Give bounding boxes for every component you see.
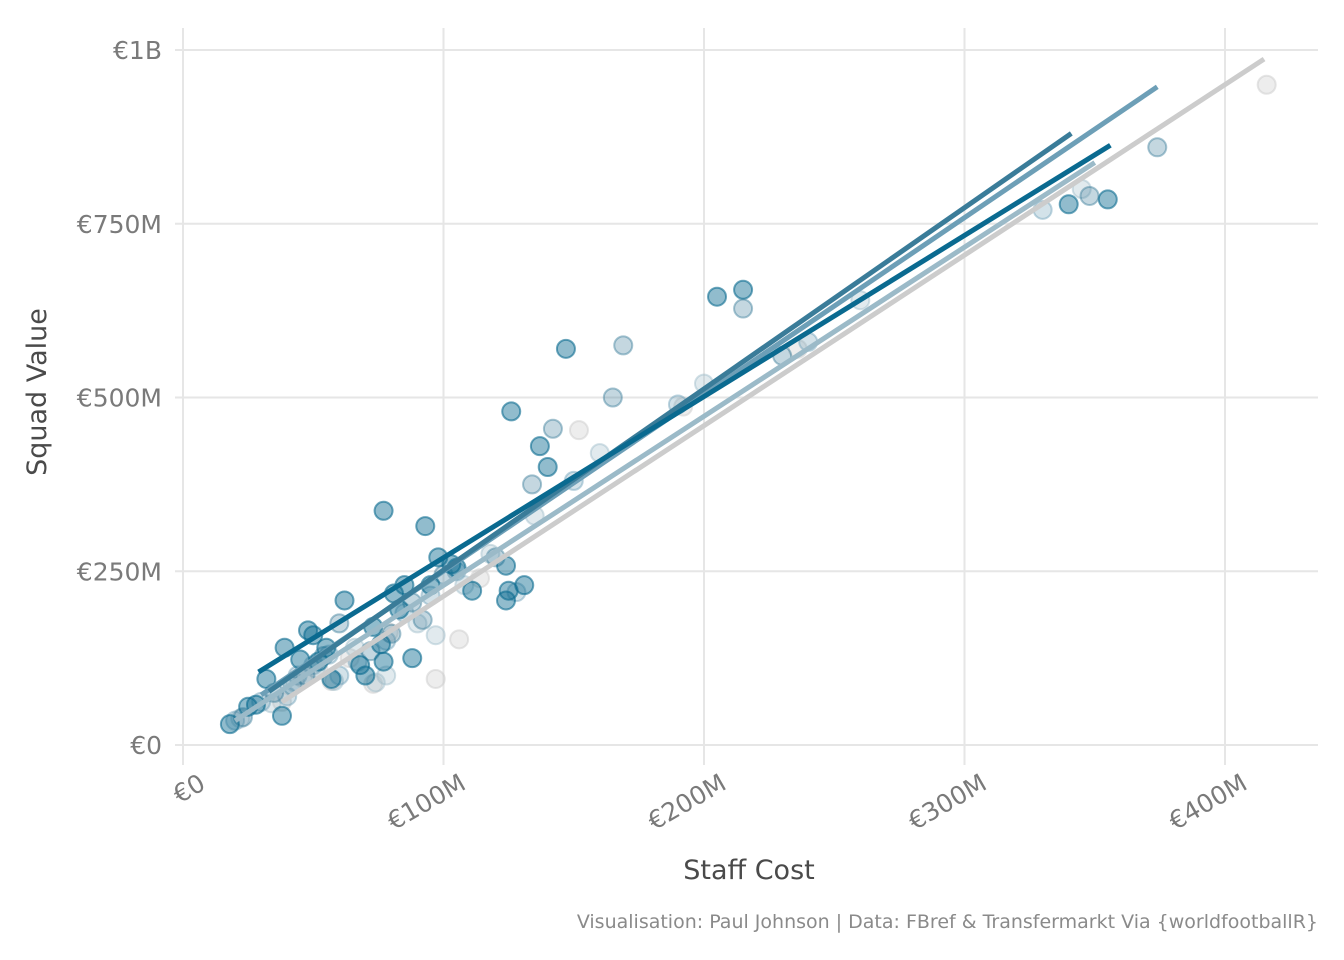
trend-line xyxy=(257,143,1112,675)
data-point xyxy=(219,714,240,735)
trend-line xyxy=(267,131,1073,694)
data-point xyxy=(355,665,376,686)
x-tick-label: €400M xyxy=(1164,768,1252,836)
data-point xyxy=(733,279,754,300)
trend-line xyxy=(233,160,1097,723)
y-axis-title: Squad Value xyxy=(22,308,53,476)
trend-lines xyxy=(233,56,1266,723)
data-point xyxy=(425,625,446,646)
data-point xyxy=(707,286,728,307)
data-point xyxy=(1079,185,1100,206)
data-point xyxy=(334,590,355,611)
y-tick-label: €0 xyxy=(130,731,162,760)
data-point xyxy=(365,672,386,693)
data-point xyxy=(568,420,589,441)
y-tick-label: €1B xyxy=(113,36,162,65)
data-points xyxy=(219,74,1277,735)
data-point xyxy=(602,387,623,408)
y-tick-label: €750M xyxy=(77,210,162,239)
data-point xyxy=(613,335,634,356)
data-point xyxy=(462,580,483,601)
data-point xyxy=(501,401,522,422)
x-tick-label: €100M xyxy=(382,768,470,836)
x-axis-ticks: €0 €100M €200M €300M €400M xyxy=(168,768,1252,836)
data-point xyxy=(529,436,550,457)
x-tick-label: €0 xyxy=(168,768,210,809)
data-point xyxy=(1097,189,1118,210)
x-tick-label: €200M xyxy=(643,768,731,836)
data-point xyxy=(522,474,543,495)
y-axis-ticks: €0 €250M €500M €750M €1B xyxy=(77,36,162,760)
data-point xyxy=(271,705,292,726)
data-point xyxy=(373,500,394,521)
data-point xyxy=(449,629,470,650)
data-point xyxy=(537,457,558,477)
x-axis-title: Staff Cost xyxy=(683,855,814,886)
data-point xyxy=(542,418,563,439)
data-point xyxy=(402,648,423,669)
data-point xyxy=(425,668,446,689)
data-point xyxy=(1058,194,1079,215)
x-tick-label: €300M xyxy=(903,768,991,836)
trend-line xyxy=(280,56,1266,705)
y-tick-label: €500M xyxy=(77,384,162,413)
data-point xyxy=(514,575,535,596)
grid-lines xyxy=(175,28,1318,765)
data-point xyxy=(555,338,576,359)
data-point xyxy=(373,651,394,672)
data-point xyxy=(1256,74,1277,95)
data-point xyxy=(733,298,754,319)
data-point xyxy=(350,655,371,676)
data-point xyxy=(415,516,436,537)
data-point xyxy=(1147,137,1168,158)
chart-caption: Visualisation: Paul Johnson | Data: FBre… xyxy=(577,911,1318,933)
y-tick-label: €250M xyxy=(77,557,162,586)
